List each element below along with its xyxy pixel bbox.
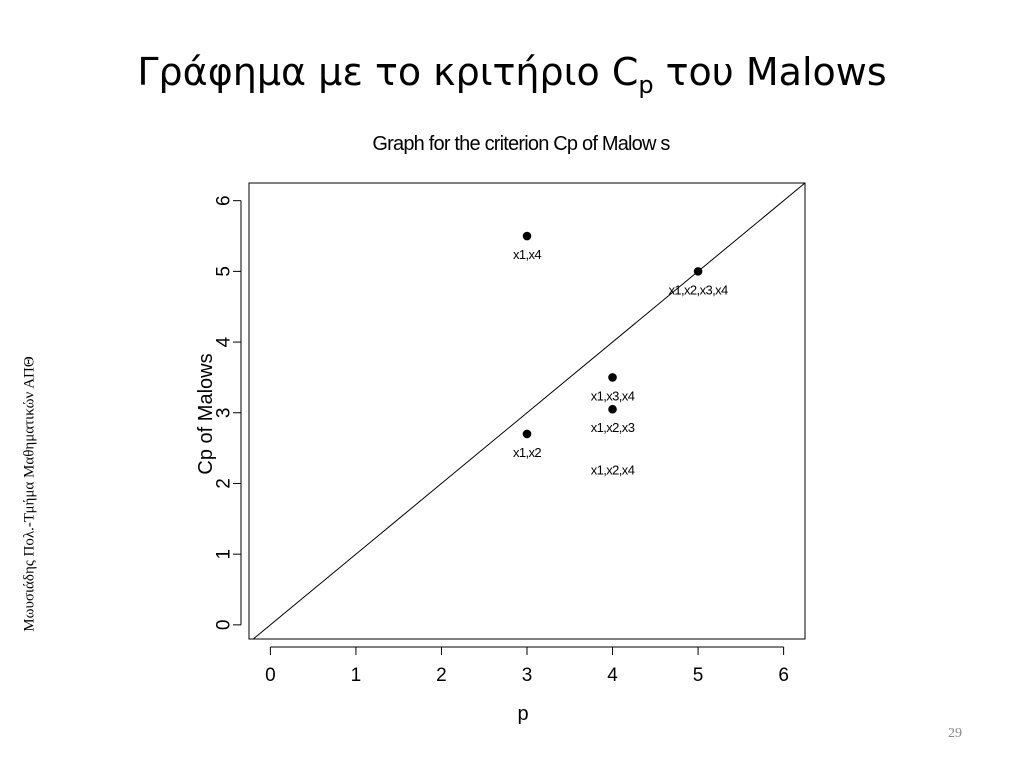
chart-title: Graph for the criterion Cp of Malow s: [372, 133, 670, 155]
plot-frame: [248, 182, 806, 640]
data-point: [608, 373, 617, 382]
x-tick-label: 5: [693, 665, 704, 686]
reference-line: [252, 182, 806, 640]
data-points: x1,x4 x1,x2,x3,x4 x1,x3,x4 x1,x2,x3 x1,x2 x1,…: [513, 231, 729, 478]
data-point: [608, 404, 617, 414]
y-tick-label: 5: [214, 266, 235, 277]
data-point-label: x1,x2,x3,x4: [668, 282, 728, 297]
slide-title-main: Γράφημα με το κριτήριο C: [137, 50, 639, 94]
x-tick-label: 3: [522, 665, 533, 686]
x-axis: 0 1 2 3 4 5 6: [265, 646, 789, 686]
data-point-label: x1,x4: [513, 247, 541, 262]
y-tick-label: 6: [214, 195, 235, 206]
slide-title: Γράφημα με το κριτήριο Cp του Malows: [0, 44, 1024, 113]
data-point-label: x1,x2,x3: [591, 420, 635, 435]
x-tick-label: 1: [351, 665, 362, 686]
x-tick-label: 2: [436, 665, 447, 686]
x-tick-label: 4: [607, 665, 618, 686]
y-axis: 0 1 2 3 4 5 6: [214, 195, 242, 630]
page-number: 29: [948, 726, 962, 741]
slide-title-end: του Malows: [653, 50, 887, 94]
y-tick-label: 0: [214, 620, 235, 631]
data-point: [522, 429, 532, 439]
x-tick-label: 6: [778, 665, 789, 686]
y-axis-label: Cp of Malows: [195, 353, 217, 474]
data-point: [693, 267, 703, 276]
y-tick-label: 3: [214, 407, 235, 418]
data-point-label: x1,x3,x4: [591, 388, 635, 403]
data-point-label: x1,x2,x4: [591, 463, 635, 478]
data-point: [522, 231, 532, 241]
y-tick-label: 4: [214, 336, 235, 347]
x-tick-label: 0: [265, 665, 276, 686]
x-axis-label: p: [517, 703, 528, 725]
data-point-label: x1,x2: [513, 445, 541, 460]
y-tick-label: 1: [214, 549, 235, 560]
slide-title-subscript: p: [638, 71, 654, 99]
y-tick-label: 2: [214, 478, 235, 489]
